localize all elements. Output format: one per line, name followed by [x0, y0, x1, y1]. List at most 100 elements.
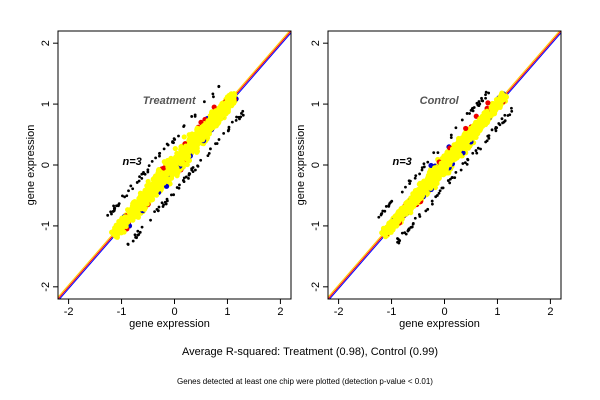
outlier-point-2	[161, 165, 167, 171]
edge-point	[503, 119, 507, 123]
cloud-point-top	[410, 191, 416, 197]
cloud-point-top	[141, 206, 148, 212]
edge-point	[404, 185, 407, 189]
edge-point	[506, 114, 510, 117]
point-cloud	[106, 84, 245, 246]
edge-point	[188, 172, 192, 176]
edge-point	[190, 168, 194, 171]
cloud-point-top	[125, 219, 131, 225]
x-tick-label: -2	[64, 306, 74, 318]
cloud-point-top	[415, 188, 422, 195]
x-tick-label: 2	[277, 306, 283, 318]
edge-point	[409, 225, 413, 229]
edge-point	[146, 170, 150, 174]
edge-point	[165, 142, 169, 146]
edge-point	[465, 162, 469, 166]
edge-point	[420, 168, 424, 172]
edge-point	[461, 162, 465, 165]
cloud-point-top	[500, 97, 506, 103]
edge-point	[397, 241, 401, 245]
cloud-point-top	[425, 179, 431, 186]
edge-point	[436, 151, 440, 155]
y-tick-label: -2	[310, 282, 322, 292]
cloud-point-top	[178, 155, 185, 161]
y-tick-label: 1	[310, 101, 322, 107]
edge-point	[136, 233, 140, 237]
edge-point	[106, 213, 110, 217]
edge-point	[465, 112, 469, 115]
edge-point	[471, 151, 475, 155]
cloud-point-top	[168, 155, 174, 161]
edge-point	[209, 147, 212, 151]
x-tick-label: -1	[387, 306, 397, 318]
cloud-point-top	[478, 119, 484, 125]
edge-point	[227, 127, 231, 131]
edge-point	[463, 161, 467, 165]
edge-point	[448, 177, 452, 181]
cloud-point-top	[457, 144, 464, 151]
cloud-point-top	[222, 100, 228, 107]
outlier-point-2	[485, 100, 491, 106]
edge-point	[140, 225, 144, 229]
edge-point	[126, 242, 130, 246]
edge-point	[471, 109, 475, 113]
edge-point	[196, 164, 200, 168]
cloud-point-top	[195, 139, 202, 146]
cloud-point-top	[189, 131, 195, 137]
edge-point	[217, 84, 221, 88]
cloud-point-top	[229, 99, 235, 105]
cloud-point-top	[467, 136, 473, 142]
edge-point	[241, 109, 245, 113]
edge-point	[172, 141, 175, 145]
cloud-point-top	[398, 212, 405, 218]
edge-point	[158, 154, 161, 158]
cloud-point	[112, 225, 118, 231]
cloud-point-top	[148, 195, 155, 201]
edge-point	[199, 158, 203, 162]
edge-point	[217, 138, 221, 141]
y-tick-label: -2	[40, 282, 52, 292]
edge-point	[377, 215, 381, 219]
edge-point	[487, 136, 491, 140]
edge-point	[494, 127, 497, 131]
edge-point	[157, 205, 161, 209]
y-tick-label: -1	[310, 221, 322, 231]
edge-point	[484, 140, 488, 144]
edge-point	[149, 218, 152, 222]
cloud-point-top	[440, 164, 447, 170]
edge-point	[182, 125, 186, 129]
edge-point	[490, 128, 494, 132]
edge-point	[448, 181, 452, 185]
edge-point	[158, 151, 162, 155]
outlier-point-2	[463, 125, 469, 132]
cloud-point-top	[156, 174, 162, 180]
edge-point	[400, 190, 404, 194]
edge-point	[215, 142, 219, 145]
edge-point	[454, 170, 458, 174]
edge-point	[466, 157, 469, 161]
cloud-point-top	[495, 103, 501, 110]
cloud-point-top	[196, 134, 202, 140]
scatter-panel-1: -2 -1 0 1 2 -2 -1 0 1 2 gene expression gene expres…	[25, 30, 292, 330]
edge-point	[127, 189, 130, 193]
cloud-point	[184, 161, 190, 167]
edge-point	[237, 115, 241, 119]
edge-point	[418, 215, 422, 218]
edge-point	[172, 193, 176, 197]
edge-point	[503, 113, 507, 117]
x-axis-label: gene expression	[129, 318, 210, 330]
cloud-point-top	[405, 206, 411, 212]
edge-point	[476, 146, 480, 150]
edge-point	[487, 91, 491, 95]
edge-point	[153, 210, 156, 213]
cloud-point-top	[437, 171, 443, 177]
cloud-point-top	[477, 127, 483, 133]
cloud-point-top	[453, 141, 459, 148]
edge-point	[384, 204, 388, 208]
edge-point	[241, 113, 245, 117]
summary-text: Average R-squared: Treatment (0.98), Con…	[182, 346, 438, 358]
edge-point	[479, 147, 482, 151]
edge-point	[379, 212, 383, 216]
edge-point	[138, 175, 141, 178]
